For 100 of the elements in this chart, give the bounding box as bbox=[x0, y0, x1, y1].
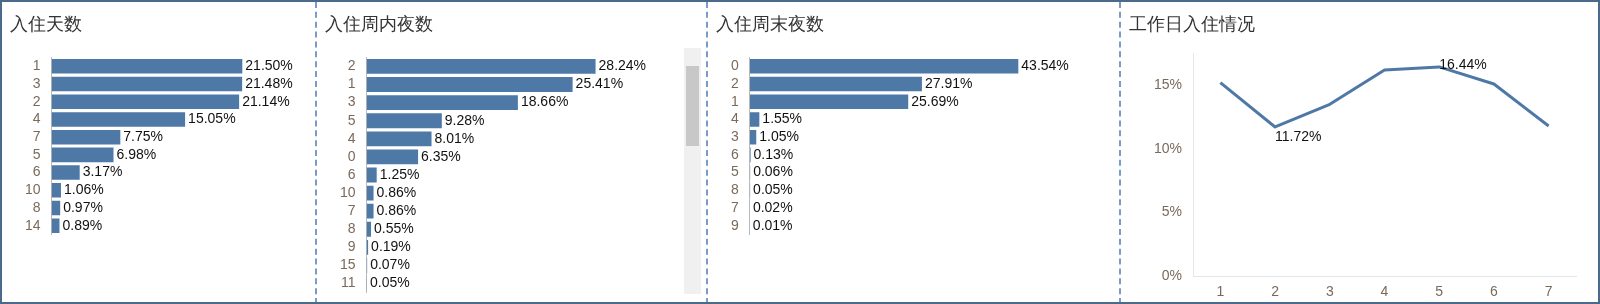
y-tick-label: 7 bbox=[347, 202, 356, 219]
bar bbox=[51, 165, 80, 180]
bar bbox=[51, 218, 60, 234]
data-label: 0.19% bbox=[371, 238, 411, 255]
bar bbox=[749, 76, 922, 92]
y-tick-label: 2 bbox=[347, 57, 356, 74]
y-tick-label: 4 bbox=[730, 110, 739, 127]
bar bbox=[366, 167, 377, 183]
y-tick-label: 9 bbox=[347, 238, 356, 255]
y-tick-label: 14 bbox=[24, 216, 41, 233]
y-tick-label: 10 bbox=[24, 181, 41, 198]
data-label: 21.48% bbox=[245, 74, 293, 91]
data-label: 28.24% bbox=[598, 57, 647, 74]
bar bbox=[51, 59, 243, 74]
bar bbox=[366, 95, 518, 111]
y-tick-label: 1 bbox=[730, 92, 739, 109]
data-label: 25.41% bbox=[575, 75, 624, 92]
y-tick-label: 6 bbox=[32, 163, 41, 180]
data-label: 0.86% bbox=[376, 202, 417, 219]
data-label: 0.55% bbox=[374, 220, 414, 237]
data-label: 15.05% bbox=[188, 110, 236, 127]
bar bbox=[51, 94, 240, 109]
y-tick-label: 1 bbox=[32, 57, 41, 74]
y-tick-label: 0% bbox=[1161, 267, 1183, 284]
y-tick-label: 11 bbox=[341, 274, 356, 291]
y-tick-label: 15 bbox=[339, 256, 356, 273]
data-label: 18.66% bbox=[520, 93, 569, 110]
data-label: 0.01% bbox=[752, 216, 793, 233]
data-label: 0.05% bbox=[369, 274, 410, 291]
x-tick-label: 1 bbox=[1216, 283, 1225, 300]
y-tick-label: 10% bbox=[1153, 139, 1183, 156]
y-tick-label: 3 bbox=[32, 74, 41, 91]
y-tick-label: 8 bbox=[32, 198, 41, 215]
data-label: 25.69% bbox=[911, 92, 959, 109]
y-tick-label: 15% bbox=[1153, 76, 1183, 93]
bar bbox=[366, 221, 372, 237]
x-tick-label: 4 bbox=[1380, 283, 1389, 300]
y-tick-label: 0 bbox=[347, 147, 356, 164]
bar bbox=[51, 76, 243, 92]
chart-title: 入住天数 bbox=[10, 12, 82, 36]
bar bbox=[366, 185, 374, 201]
bar bbox=[366, 113, 442, 129]
data-label: 43.54% bbox=[1021, 57, 1069, 74]
bar bbox=[366, 203, 374, 219]
x-tick-label: 2 bbox=[1271, 283, 1280, 300]
bar bbox=[51, 129, 121, 145]
y-tick-label: 10 bbox=[339, 183, 356, 200]
data-label: 3.17% bbox=[82, 163, 123, 180]
y-tick-label: 5 bbox=[32, 145, 41, 162]
x-tick-label: 3 bbox=[1325, 283, 1334, 300]
y-tick-label: 8 bbox=[730, 181, 739, 198]
data-label: 27.91% bbox=[924, 74, 973, 91]
y-tick-label: 6 bbox=[347, 165, 356, 182]
y-tick-label: 7 bbox=[32, 128, 41, 144]
bar bbox=[366, 131, 432, 147]
chart-title: 工作日入住情况 bbox=[1129, 12, 1255, 36]
data-label: 1.25% bbox=[379, 165, 420, 182]
x-tick-label: 6 bbox=[1490, 283, 1499, 300]
y-tick-label: 5 bbox=[730, 163, 739, 180]
y-tick-label: 8 bbox=[347, 220, 356, 237]
y-tick-label: 2 bbox=[730, 74, 739, 91]
data-label: 0.07% bbox=[370, 256, 410, 273]
bar bbox=[51, 200, 61, 216]
bar bbox=[366, 59, 596, 74]
chart-title: 入住周内夜数 bbox=[325, 12, 433, 36]
y-tick-label: 2 bbox=[32, 92, 41, 109]
x-tick-label: 7 bbox=[1544, 283, 1553, 300]
data-label: 0.05% bbox=[753, 181, 793, 198]
data-label: 8.01% bbox=[434, 129, 475, 146]
bar bbox=[749, 59, 1019, 74]
bar bbox=[51, 183, 61, 198]
chart-title: 入住周末夜数 bbox=[716, 12, 824, 36]
bar bbox=[749, 112, 760, 127]
data-label: 0.06% bbox=[753, 163, 793, 180]
data-label: 7.75% bbox=[123, 128, 164, 144]
data-label: 0.02% bbox=[752, 198, 793, 215]
y-tick-label: 5 bbox=[347, 111, 356, 128]
data-label: 0.97% bbox=[63, 198, 103, 215]
bar bbox=[749, 94, 909, 109]
data-label: 16.44% bbox=[1439, 55, 1487, 72]
data-label: 1.05% bbox=[759, 128, 799, 144]
y-tick-label: 0 bbox=[730, 57, 739, 74]
data-label: 1.55% bbox=[762, 110, 803, 127]
data-label: 6.98% bbox=[116, 145, 157, 162]
data-label: 0.13% bbox=[753, 145, 794, 162]
data-label: 1.06% bbox=[63, 181, 104, 198]
data-label: 21.14% bbox=[242, 92, 290, 109]
y-tick-label: 3 bbox=[730, 128, 739, 144]
data-label: 21.50% bbox=[245, 57, 293, 74]
data-label: 0.86% bbox=[376, 183, 417, 200]
bar bbox=[51, 112, 186, 127]
y-tick-label: 4 bbox=[347, 129, 356, 146]
bar bbox=[51, 147, 114, 163]
y-tick-label: 3 bbox=[347, 93, 356, 110]
bar bbox=[366, 77, 573, 92]
y-tick-label: 1 bbox=[347, 75, 356, 92]
data-label: 11.72% bbox=[1275, 127, 1322, 144]
data-label: 6.35% bbox=[421, 147, 461, 164]
y-tick-label: 6 bbox=[730, 145, 739, 162]
y-tick-label: 7 bbox=[730, 198, 739, 215]
